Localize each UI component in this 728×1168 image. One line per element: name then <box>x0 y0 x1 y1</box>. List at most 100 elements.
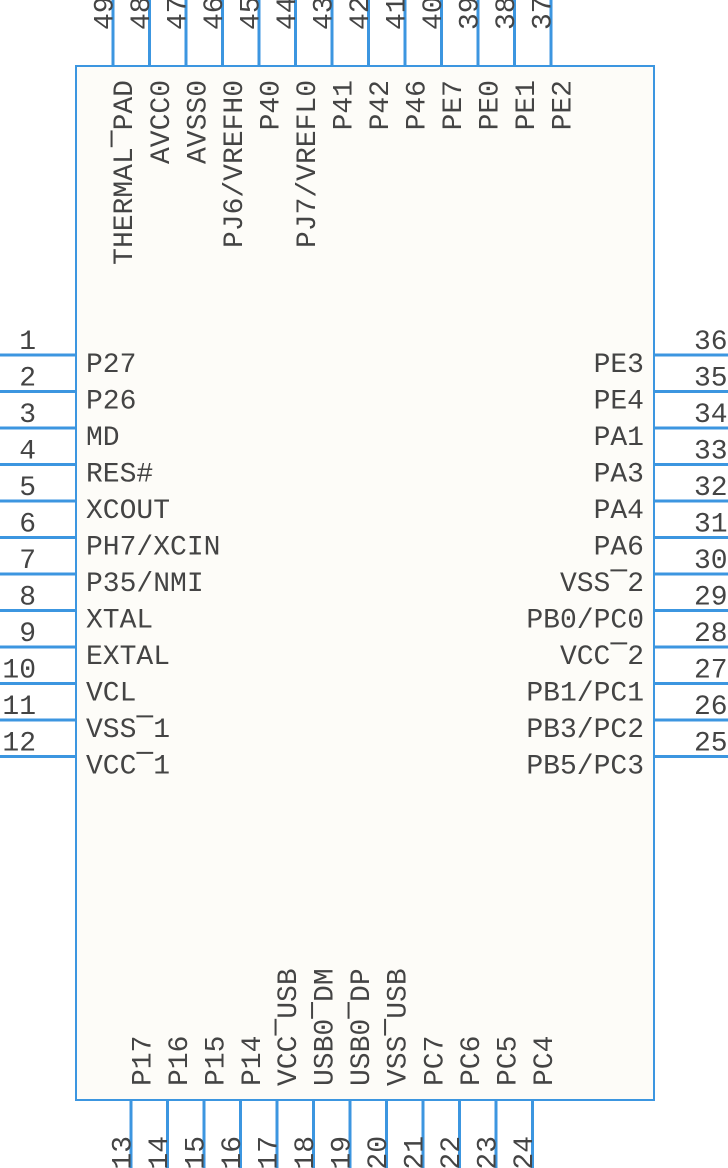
pin-label-29-text: PB0/PC0 <box>526 606 644 637</box>
svg-text:48: 48 <box>127 0 158 30</box>
pin-number-3: 3 <box>19 400 36 431</box>
pin-label-3: MD <box>86 423 120 454</box>
pin-number-10: 10 <box>2 656 36 687</box>
svg-text:45: 45 <box>236 0 267 30</box>
pin-label-41-text: P46 <box>402 80 433 130</box>
pin-label-49-text: THERMAL PAD <box>110 80 141 265</box>
pin-number-4: 4 <box>19 437 36 468</box>
svg-text:22: 22 <box>437 1136 468 1168</box>
pin-label-33: PA3 <box>594 460 644 491</box>
pin-label-18-text: USB0 DM <box>311 968 342 1086</box>
pin-number-1: 1 <box>19 327 36 358</box>
pin-number-44: 44 <box>273 0 304 30</box>
pin-label-21-text: PC7 <box>420 1036 451 1086</box>
pin-number-41: 41 <box>382 0 413 30</box>
pin-number-39: 39 <box>455 0 486 30</box>
pin-label-25-text: PB5/PC3 <box>526 752 644 783</box>
pin-label-49: THERMAL PAD <box>110 80 141 265</box>
pin-label-23-text: PC5 <box>493 1036 524 1086</box>
pin-number-8: 8 <box>19 583 36 614</box>
pin-number-26: 26 <box>694 692 728 723</box>
pin-label-1-text: P27 <box>86 350 136 381</box>
pin-label-41: P46 <box>402 80 433 130</box>
pin-number-27: 27 <box>694 656 728 687</box>
pin-label-30: VSS 2 <box>560 569 644 600</box>
pin-label-11-text: VSS 1 <box>86 715 170 746</box>
pin-label-1: P27 <box>86 350 136 381</box>
pin-number-45: 45 <box>236 0 267 30</box>
pin-label-2: P26 <box>86 387 136 418</box>
pin-label-37-text: PE2 <box>548 80 579 130</box>
pin-label-15: P15 <box>201 1036 232 1086</box>
pin-label-47: AVSS0 <box>183 80 214 164</box>
pin-number-16: 16 <box>218 1136 249 1168</box>
pin-number-20: 20 <box>364 1136 395 1168</box>
pin-label-44-text: PJ7/VREFL0 <box>293 80 324 248</box>
pin-label-23: PC5 <box>493 1036 524 1086</box>
pin-number-34: 34 <box>694 400 728 431</box>
pin-number-6: 6 <box>19 510 36 541</box>
pin-label-10: VCL <box>86 679 136 710</box>
ic-pinout-diagram: 1P272P263MD4RES#5XCOUT6PH7/XCIN7P35/NMI8… <box>0 0 728 1168</box>
svg-text:44: 44 <box>273 0 304 30</box>
pin-label-44: PJ7/VREFL0 <box>293 80 324 248</box>
pin-label-16: P14 <box>238 1036 269 1086</box>
pin-label-7: P35/NMI <box>86 569 204 600</box>
pin-number-11: 11 <box>2 692 36 723</box>
pin-label-13: P17 <box>128 1036 159 1086</box>
pin-label-42: P42 <box>366 80 397 130</box>
pin-number-30: 30 <box>694 546 728 577</box>
pin-label-21: PC7 <box>420 1036 451 1086</box>
pin-label-45: P40 <box>256 80 287 130</box>
pin-number-36: 36 <box>694 327 728 358</box>
pin-label-46: PJ6/VREFH0 <box>220 80 251 248</box>
pin-label-20-text: VSS USB <box>384 968 415 1086</box>
pin-label-26: PB3/PC2 <box>526 715 644 746</box>
svg-text:38: 38 <box>492 0 523 30</box>
pin-label-46-text: PJ6/VREFH0 <box>220 80 251 248</box>
svg-text:43: 43 <box>309 0 340 30</box>
pin-label-10-text: VCL <box>86 679 136 710</box>
pin-number-38: 38 <box>492 0 523 30</box>
pin-label-14-text: P16 <box>165 1036 196 1086</box>
pin-number-9: 9 <box>19 619 36 650</box>
svg-text:19: 19 <box>327 1136 358 1168</box>
pin-number-22: 22 <box>437 1136 468 1168</box>
pin-number-12: 12 <box>2 729 36 760</box>
pin-label-27-text: PB1/PC1 <box>526 679 644 710</box>
svg-text:40: 40 <box>419 0 450 30</box>
pin-label-24-text: PC4 <box>530 1036 561 1086</box>
pin-label-35: PE4 <box>594 387 644 418</box>
pin-number-21: 21 <box>400 1136 431 1168</box>
svg-text:17: 17 <box>254 1136 285 1168</box>
pin-label-29: PB0/PC0 <box>526 606 644 637</box>
pin-label-43: P41 <box>329 80 360 130</box>
pin-number-28: 28 <box>694 619 728 650</box>
pin-label-26-text: PB3/PC2 <box>526 715 644 746</box>
pin-label-28-text: VCC 2 <box>560 642 644 673</box>
pin-number-24: 24 <box>510 1136 541 1168</box>
pin-number-29: 29 <box>694 583 728 614</box>
pin-number-35: 35 <box>694 364 728 395</box>
pin-label-28: VCC 2 <box>560 642 644 673</box>
pin-label-6-text: PH7/XCIN <box>86 533 220 564</box>
pin-label-37: PE2 <box>548 80 579 130</box>
svg-text:14: 14 <box>145 1136 176 1168</box>
pin-number-31: 31 <box>694 510 728 541</box>
pin-label-12-text: VCC 1 <box>86 752 170 783</box>
pin-number-13: 13 <box>108 1136 139 1168</box>
pin-label-48: AVCC0 <box>147 80 178 164</box>
svg-text:18: 18 <box>291 1136 322 1168</box>
pin-label-12: VCC 1 <box>86 752 170 783</box>
pin-label-11: VSS 1 <box>86 715 170 746</box>
pin-label-17-text: VCC USB <box>274 968 305 1086</box>
svg-text:49: 49 <box>90 0 121 30</box>
pin-label-20: VSS USB <box>384 968 415 1086</box>
svg-text:46: 46 <box>200 0 231 30</box>
pin-label-43-text: P41 <box>329 80 360 130</box>
pin-label-40: PE7 <box>439 80 470 130</box>
pin-label-32: PA4 <box>594 496 644 527</box>
pin-label-16-text: P14 <box>238 1036 269 1086</box>
pin-number-14: 14 <box>145 1136 176 1168</box>
pin-label-25: PB5/PC3 <box>526 752 644 783</box>
